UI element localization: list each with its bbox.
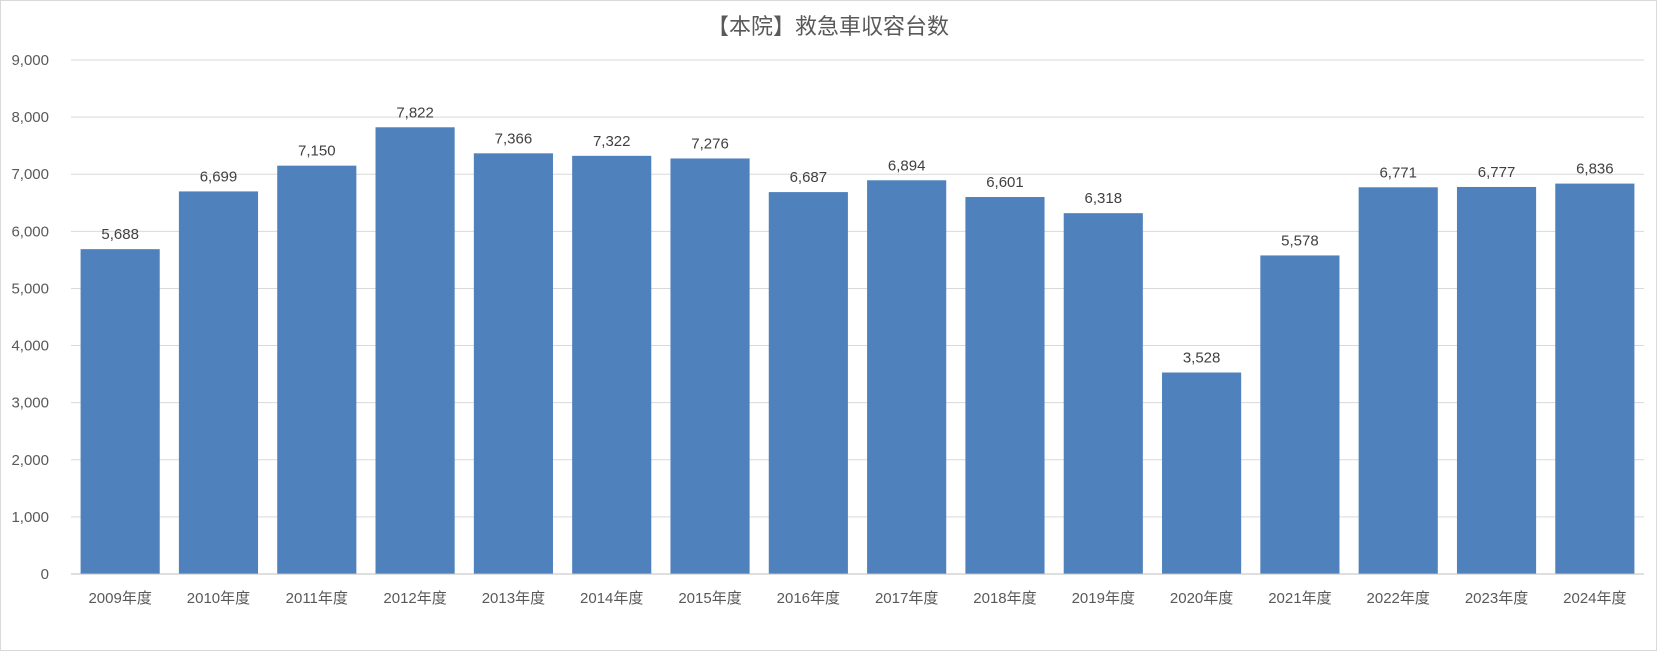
data-label: 6,699: [200, 168, 238, 185]
y-tick-label: 2,000: [11, 452, 49, 469]
data-label: 7,276: [691, 135, 729, 152]
bar: [670, 158, 750, 575]
x-tick-label: 2016年度: [777, 590, 840, 607]
data-label: 6,777: [1478, 164, 1516, 181]
data-label: 7,822: [396, 104, 434, 121]
chart-title: 【本院】救急車収容台数: [707, 14, 949, 39]
x-tick-label: 2012年度: [383, 590, 446, 607]
x-tick-label: 2021年度: [1268, 590, 1331, 607]
y-tick-label: 1,000: [11, 509, 49, 526]
x-tick-label: 2010年度: [187, 590, 250, 607]
data-label: 7,322: [593, 133, 631, 150]
y-tick-label: 0: [41, 566, 49, 583]
y-tick-label: 7,000: [11, 166, 49, 183]
bar: [375, 127, 455, 574]
bar: [768, 192, 848, 574]
data-labels: 5,688 6,699 7,150 7,822 7,366 7,322 7,276 6,687…: [101, 104, 1613, 366]
x-tick-label: 2011年度: [286, 590, 348, 607]
bar: [1260, 255, 1340, 575]
bar: [1555, 183, 1635, 574]
x-axis-ticks: 2009年度 2010年度 2011年度 2012年度 2013年度 2014年度 2015…: [88, 590, 1626, 607]
data-label: 5,578: [1281, 232, 1319, 249]
x-tick-label: 2019年度: [1072, 590, 1135, 607]
bar: [178, 191, 259, 575]
x-tick-label: 2024年度: [1563, 590, 1626, 607]
bar: [1456, 186, 1537, 574]
x-tick-label: 2014年度: [580, 590, 643, 607]
bar: [473, 153, 553, 574]
data-label: 7,150: [298, 143, 336, 160]
bar: [867, 180, 947, 574]
x-tick-label: 2017年度: [875, 590, 938, 607]
x-tick-label: 2015年度: [678, 590, 741, 607]
x-tick-label: 2020年度: [1170, 590, 1233, 607]
bar: [572, 155, 652, 574]
x-tick-label: 2009年度: [88, 590, 151, 607]
bars: [80, 127, 1635, 575]
data-label: 3,528: [1183, 350, 1221, 367]
data-label: 6,318: [1085, 190, 1123, 207]
y-tick-label: 8,000: [11, 109, 49, 126]
data-label: 6,687: [790, 169, 828, 186]
y-tick-label: 3,000: [11, 395, 49, 412]
data-label: 6,894: [888, 157, 926, 174]
data-label: 5,688: [101, 226, 139, 243]
data-label: 6,601: [986, 174, 1024, 191]
x-tick-label: 2018年度: [973, 590, 1036, 607]
y-tick-label: 9,000: [11, 52, 49, 69]
y-axis-ticks: 0 1,000 2,000 3,000 4,000 5,000 6,000 7,000 8,00…: [11, 52, 49, 583]
bar: [277, 165, 357, 574]
x-tick-label: 2023年度: [1465, 590, 1528, 607]
x-tick-label: 2013年度: [482, 590, 545, 607]
y-tick-label: 6,000: [11, 223, 49, 240]
y-tick-label: 4,000: [11, 338, 49, 355]
bar: [1162, 372, 1242, 574]
data-label: 7,366: [495, 130, 533, 147]
bar: [1063, 213, 1143, 574]
bar: [965, 197, 1045, 574]
y-tick-label: 5,000: [11, 280, 49, 297]
data-label: 6,836: [1576, 161, 1614, 178]
x-tick-label: 2022年度: [1367, 590, 1430, 607]
bar: [1358, 187, 1438, 574]
bar: [80, 249, 160, 575]
data-label: 6,771: [1379, 164, 1417, 181]
